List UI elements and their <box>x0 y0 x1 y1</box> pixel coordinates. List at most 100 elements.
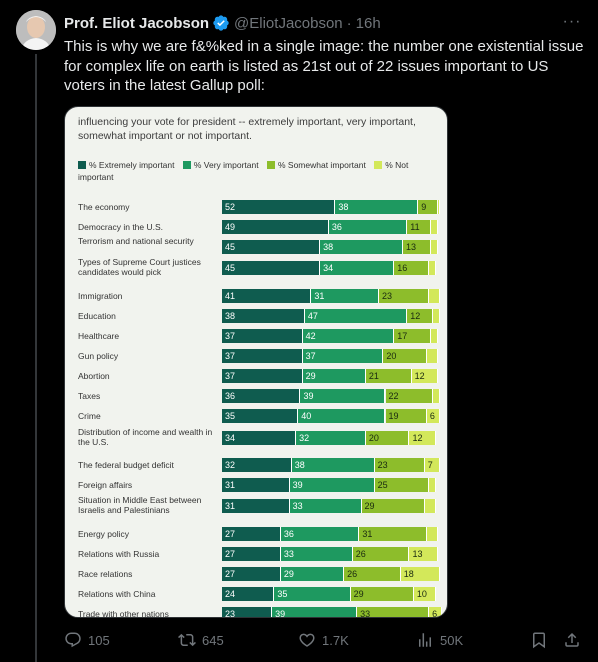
legend-item-very: % Very important <box>182 160 259 170</box>
bar-value-label: 32 <box>299 433 310 443</box>
bar-segment <box>222 389 301 403</box>
chart-subtitle: influencing your vote for president -- e… <box>78 116 416 142</box>
bar-value-label: 21 <box>368 371 379 381</box>
bar-segment <box>361 499 425 513</box>
bar-segment <box>365 431 410 445</box>
category-label: Abortion <box>78 371 110 381</box>
timestamp[interactable]: 16h <box>355 14 381 32</box>
bar-segment <box>429 289 440 303</box>
verified-badge-icon <box>213 15 229 31</box>
category-label: Taxes <box>78 391 101 401</box>
bar-value-label: 20 <box>386 351 397 361</box>
bar-segment <box>409 547 438 561</box>
reply-button[interactable]: 105 <box>64 631 110 649</box>
bar-segment <box>280 567 345 581</box>
bar-segment <box>431 329 438 343</box>
bar-segment <box>222 309 305 323</box>
bar-segment <box>365 369 412 383</box>
repost-button[interactable]: 645 <box>178 631 224 649</box>
bar-value-label: 39 <box>303 391 314 401</box>
bar-value-label: 12 <box>414 371 425 381</box>
bar-segment <box>222 329 303 343</box>
category-label: Education <box>78 311 116 321</box>
bar-segment <box>222 220 329 234</box>
bar-value-label: 26 <box>347 569 358 579</box>
bar-segment <box>222 499 290 513</box>
more-icon[interactable]: ··· <box>562 13 582 30</box>
bar-segment <box>426 349 438 363</box>
bar-value-label: 37 <box>305 351 316 361</box>
bar-value-label: 36 <box>225 391 236 401</box>
bar-segment <box>429 261 436 275</box>
bar-segment <box>429 478 436 492</box>
category-label: Healthcare <box>78 331 120 341</box>
bar-value-label: 19 <box>388 411 399 421</box>
legend-label: % Extremely important <box>89 160 175 170</box>
bar-segment <box>394 329 432 343</box>
avatar[interactable] <box>16 10 56 50</box>
bar-value-label: 29 <box>305 371 316 381</box>
author-name[interactable]: Prof. Eliot Jacobson <box>64 14 210 32</box>
bar-value-label: 20 <box>368 433 379 443</box>
bookmark-icon[interactable] <box>530 631 548 649</box>
bar-value-label: 12 <box>410 311 421 321</box>
bar-segment <box>296 431 366 445</box>
bar-value-label: 38 <box>225 311 236 321</box>
bar-value-label: 34 <box>323 263 334 273</box>
author-handle[interactable]: @EliotJacobson <box>234 14 343 32</box>
bar-value-label: 33 <box>283 549 294 559</box>
bar-segment <box>418 200 438 214</box>
bar-segment <box>222 458 292 472</box>
category-label: Energy policy <box>78 529 130 539</box>
bar-segment <box>222 261 321 275</box>
category-label: The economy <box>78 202 130 212</box>
bar-segment <box>385 389 434 403</box>
bar-value-label: 9 <box>421 202 427 212</box>
views-count: 50K <box>440 632 464 648</box>
bar-segment <box>274 587 351 601</box>
bar-value-label: 42 <box>305 331 316 341</box>
bar-segment <box>426 409 440 423</box>
tweet-text: This is why we are f&%ked in a single im… <box>64 38 584 94</box>
bar-value-label: 41 <box>225 291 236 301</box>
bar-segment <box>437 200 440 214</box>
legend-item-somewhat: % Somewhat important <box>266 160 366 170</box>
bar-value-label: 39 <box>292 480 303 490</box>
bar-segment <box>272 607 358 617</box>
bar-value-label: 31 <box>362 529 373 539</box>
bar-segment <box>222 369 303 383</box>
bar-value-label: 13 <box>405 242 416 252</box>
bar-value-label: 47 <box>307 311 318 321</box>
bar-segment <box>222 547 281 561</box>
tweet-media-chart[interactable]: influencing your vote for president -- e… <box>64 106 448 618</box>
bar-value-label: 12 <box>412 433 423 443</box>
bar-segment <box>222 587 275 601</box>
bar-value-label: 37 <box>225 371 236 381</box>
share-icon[interactable] <box>563 631 581 649</box>
bar-segment <box>328 220 408 234</box>
bar-segment <box>431 240 438 254</box>
bar-segment <box>374 478 430 492</box>
bar-value-label: 31 <box>314 291 325 301</box>
legend-swatch <box>374 161 383 169</box>
bar-value-label: 52 <box>225 202 236 212</box>
bar-segment <box>320 261 395 275</box>
bar-value-label: 38 <box>294 460 305 470</box>
like-button[interactable]: 1.7K <box>298 631 349 649</box>
bar-segment <box>359 527 427 541</box>
category-label: Gun policy <box>78 351 119 361</box>
views-button[interactable]: 50K <box>416 631 463 649</box>
category-label: Crime <box>78 411 101 421</box>
bar-value-label: 49 <box>225 222 236 232</box>
bar-segment <box>407 220 432 234</box>
bar-segment <box>222 349 303 363</box>
bar-value-label: 33 <box>292 501 303 511</box>
bar-segment <box>222 431 297 445</box>
bar-value-label: 17 <box>397 331 408 341</box>
bar-value-label: 36 <box>283 529 294 539</box>
bar-value-label: 37 <box>225 351 236 361</box>
bar-value-label: 22 <box>388 391 399 401</box>
bar-value-label: 24 <box>225 589 236 599</box>
bar-segment <box>222 289 312 303</box>
bar-value-label: 39 <box>275 609 286 618</box>
